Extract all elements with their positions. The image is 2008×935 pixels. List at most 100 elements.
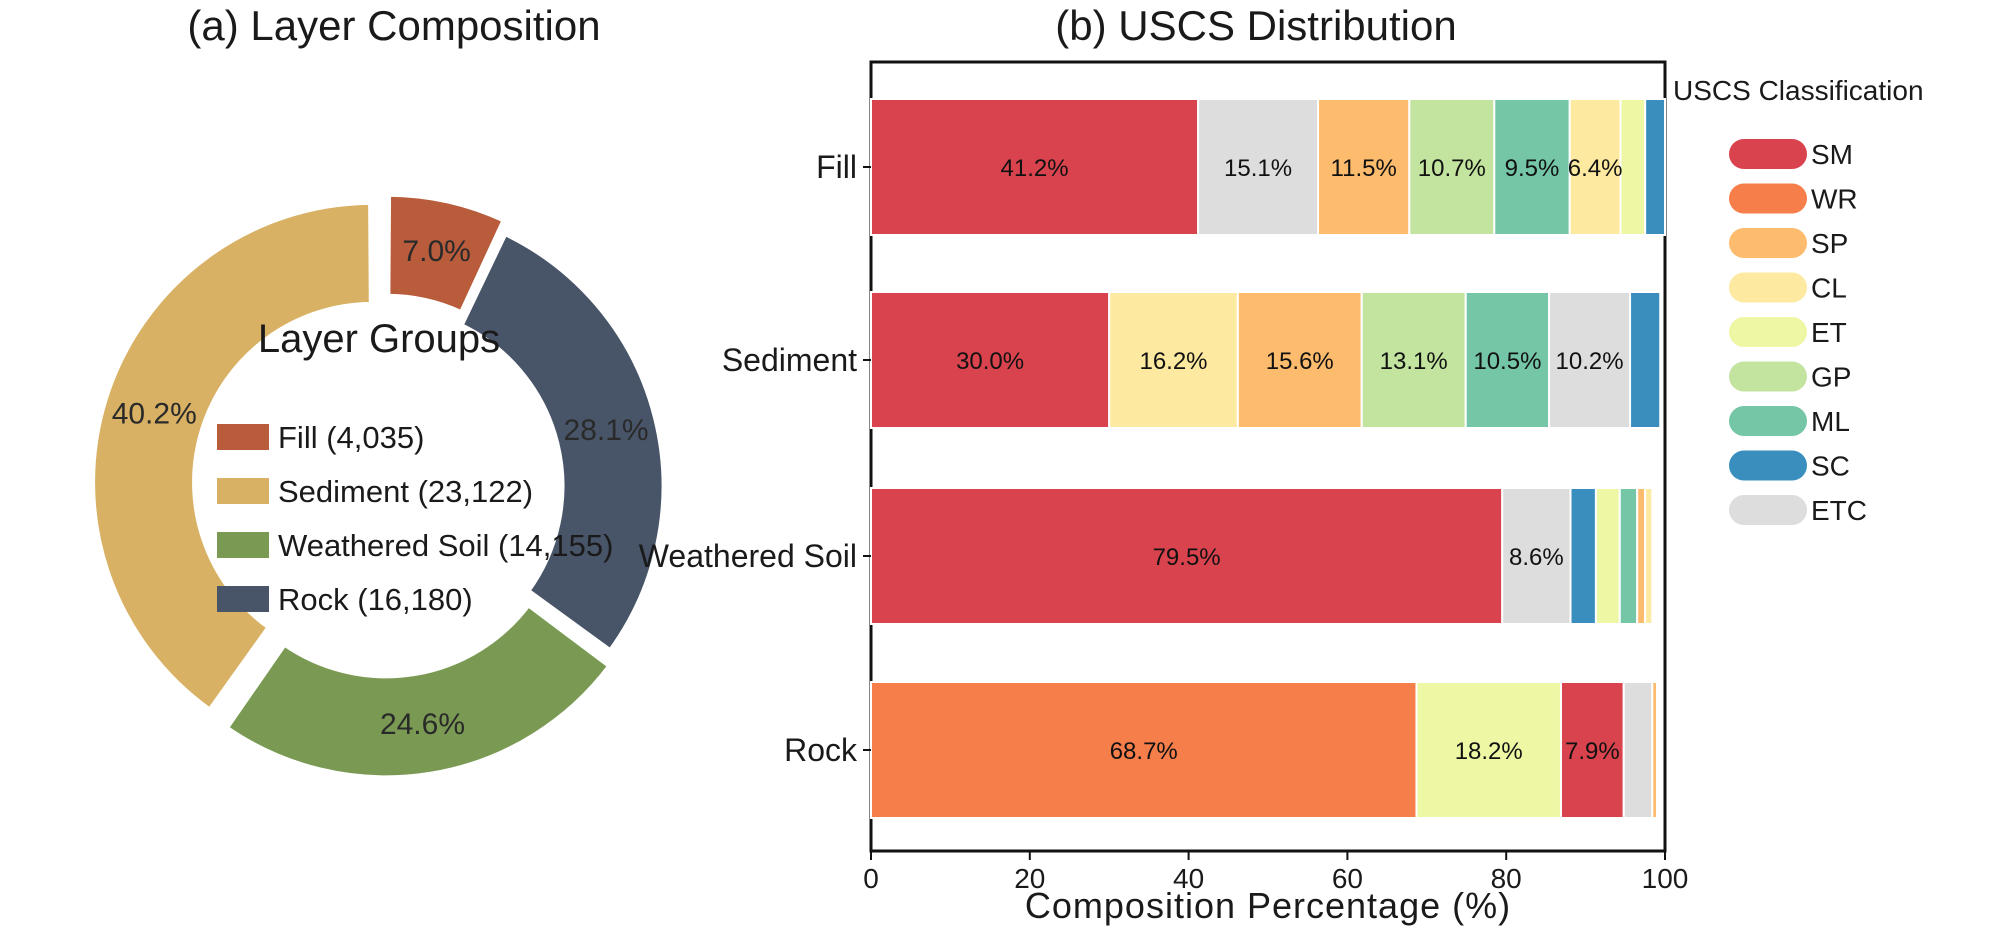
bar-segment-sediment-cl <box>1108 291 1239 429</box>
x-tick-label-60: 60 <box>1332 863 1363 894</box>
bar-label-sediment-gp: 13.1% <box>1380 348 1448 375</box>
donut-slice-label-rock: 28.1% <box>564 414 649 447</box>
bar-segment-weathered-soil-et <box>1594 487 1621 625</box>
bar-segment-rock-wr <box>870 681 1418 819</box>
uscs-swatch-sp <box>1729 228 1807 258</box>
bar-segment-rock-sm <box>1559 681 1625 819</box>
legend-swatch-weathered-soil <box>217 532 269 558</box>
legend-entry-fill: Fill (4,035) <box>278 420 424 455</box>
donut-legend: Fill (4,035) Sediment (23,122) Weathered S… <box>217 420 613 617</box>
donut-slice-weathered-soil <box>222 601 614 781</box>
bar-segment-fill-etc <box>1197 98 1320 236</box>
y-tick-label-fill: Fill <box>816 149 857 185</box>
legend-entry-weathered-soil: Weathered Soil (14,155) <box>278 528 613 563</box>
uscs-legend-entry-gp: GP <box>1811 362 1851 393</box>
y-tick-label-sediment: Sediment <box>722 342 857 378</box>
bar-label-fill-cl: 6.4% <box>1568 155 1623 182</box>
legend-swatch-sediment <box>217 478 269 504</box>
bar-label-fill-sm: 41.2% <box>1001 155 1069 182</box>
x-axis: 0 20 40 60 80 100 <box>863 851 1688 894</box>
donut-slice-fill <box>385 191 508 317</box>
bar-segment-sediment-sc <box>1629 291 1662 429</box>
legend-entry-sediment: Sediment (23,122) <box>278 474 533 509</box>
bar-label-rock-wr: 68.7% <box>1110 738 1178 765</box>
uscs-swatch-sm <box>1729 139 1807 169</box>
donut-title: (a) Layer Composition <box>187 2 600 49</box>
donut-slice-sediment <box>90 199 374 714</box>
uscs-legend-entry-et: ET <box>1811 317 1847 348</box>
uscs-legend-entry-ml: ML <box>1811 406 1850 437</box>
donut-slice-rock <box>457 230 667 655</box>
y-axis: Fill Sediment Weathered Soil Rock <box>639 149 871 768</box>
uscs-swatch-gp <box>1729 361 1807 392</box>
bar-label-sediment-ml: 10.5% <box>1473 348 1541 375</box>
uscs-legend-entry-sm: SM <box>1811 139 1853 170</box>
bar-segment-rock-et <box>1415 681 1562 819</box>
y-tick-label-rock: Rock <box>784 732 858 768</box>
x-tick-label-20: 20 <box>1014 863 1045 894</box>
plot-frame <box>869 60 1667 853</box>
uscs-swatch-cl <box>1729 272 1807 303</box>
bar-label-fill-gp: 10.7% <box>1418 155 1486 182</box>
bar-label-fill-sp: 11.5% <box>1331 155 1397 182</box>
uscs-legend-entry-sp: SP <box>1811 228 1848 259</box>
bar-segment-weathered-soil-cl <box>1644 487 1654 625</box>
bar-label-rock-sm: 7.9% <box>1565 738 1620 765</box>
bar-segment-sediment-ml <box>1464 291 1551 429</box>
bar-segment-weathered-soil-sc <box>1569 487 1597 625</box>
bar-segment-sediment-sm <box>870 291 1111 429</box>
bar-segment-fill-sm <box>870 98 1200 236</box>
stacked-bars <box>870 98 1667 819</box>
bar-segment-rock-etc <box>1622 681 1654 819</box>
y-tick-label-weathered-soil: Weathered Soil <box>639 538 857 574</box>
x-tick-label-40: 40 <box>1173 863 1204 894</box>
donut-slice-label-sediment: 40.2% <box>112 397 197 430</box>
uscs-legend-entry-sc: SC <box>1811 451 1850 482</box>
uscs-legend-entry-etc: ETC <box>1811 495 1867 526</box>
bar-segment-labels: 41.2% 15.1% 11.5% 10.7% 9.5% 6.4% 30.0% 16.2% 15… <box>956 155 1624 765</box>
bar-chart-title: (b) USCS Distribution <box>1055 2 1456 49</box>
uscs-swatch-ml <box>1729 406 1807 436</box>
bar-label-sediment-sp: 15.6% <box>1266 348 1334 375</box>
donut-chart <box>90 191 667 781</box>
bar-segment-sediment-etc <box>1548 291 1632 429</box>
x-tick-label-80: 80 <box>1491 863 1522 894</box>
x-axis-title: Composition Percentage (%) <box>1025 885 1511 926</box>
uscs-legend-title: USCS Classification <box>1673 75 1924 106</box>
bar-label-rock-et: 18.2% <box>1455 738 1523 765</box>
bar-segment-weathered-soil-sm <box>870 487 1504 625</box>
bar-segment-sediment-gp <box>1360 291 1467 429</box>
bar-label-sediment-etc: 10.2% <box>1556 348 1624 375</box>
x-tick-label-0: 0 <box>863 863 879 894</box>
donut-slice-label-weathered-soil: 24.6% <box>380 708 465 741</box>
bar-label-weathered-soil-sm: 79.5% <box>1153 544 1221 571</box>
bar-segment-rock-sp <box>1651 681 1659 819</box>
legend-entry-rock: Rock (16,180) <box>278 582 473 617</box>
uscs-legend: SM WR SP CL ET GP ML SC ETC <box>1729 139 1867 526</box>
bar-segment-weathered-soil-etc <box>1501 487 1572 625</box>
uscs-swatch-et <box>1729 317 1807 347</box>
x-tick-label-100: 100 <box>1642 863 1689 894</box>
bar-segment-weathered-soil-ml <box>1618 487 1639 625</box>
bar-segment-fill-sc <box>1644 98 1667 236</box>
bar-label-fill-ml: 9.5% <box>1505 155 1560 182</box>
donut-legend-title: Layer Groups <box>258 317 500 361</box>
donut-slice-label-fill: 7.0% <box>402 235 470 268</box>
bar-label-sediment-cl: 16.2% <box>1139 348 1207 375</box>
bar-segment-weathered-soil-sp <box>1636 487 1647 625</box>
bar-label-fill-etc: 15.1% <box>1224 155 1292 182</box>
bar-segment-fill-ml <box>1493 98 1571 236</box>
uscs-swatch-etc <box>1729 495 1807 525</box>
bar-segment-fill-et <box>1619 98 1647 236</box>
legend-swatch-rock <box>217 586 269 612</box>
bar-segment-fill-sp <box>1317 98 1411 236</box>
legend-swatch-fill <box>217 424 269 450</box>
bar-label-sediment-sm: 30.0% <box>956 348 1024 375</box>
bar-label-weathered-soil-etc: 8.6% <box>1509 544 1564 571</box>
donut-slice-labels: 7.0% 28.1% 24.6% 40.2% <box>112 235 649 741</box>
bar-segment-fill-gp <box>1408 98 1496 236</box>
uscs-legend-entry-cl: CL <box>1811 273 1847 304</box>
uscs-swatch-sc <box>1729 450 1807 481</box>
uscs-swatch-wr <box>1729 183 1807 214</box>
